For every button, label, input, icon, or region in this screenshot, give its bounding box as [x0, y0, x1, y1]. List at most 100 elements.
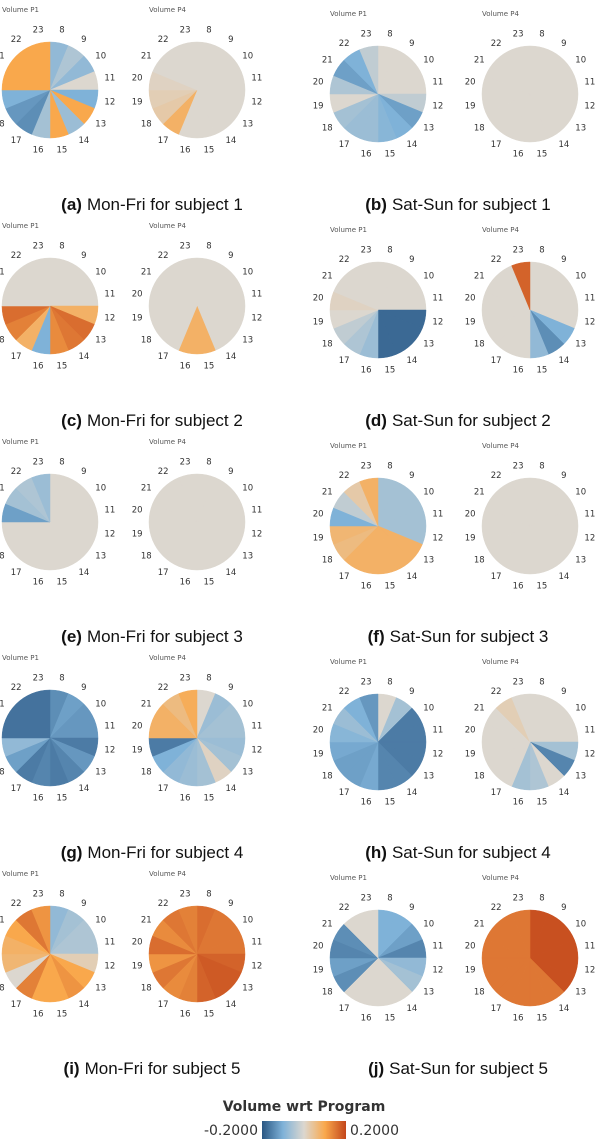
hour-label: 16	[180, 577, 191, 587]
caption-text: Mon-Fri for subject 4	[87, 843, 243, 862]
hour-label: 18	[0, 551, 5, 561]
hour-label: 17	[339, 356, 350, 366]
hour-label: 19	[465, 749, 476, 759]
hour-label: 20	[313, 78, 324, 88]
hour-label: 12	[584, 749, 595, 759]
hour-label: 21	[322, 704, 333, 714]
hour-label: 20	[465, 510, 476, 520]
hour-label: 13	[423, 339, 434, 349]
hour-label: 23	[513, 246, 524, 256]
hour-label: 21	[0, 268, 5, 278]
hour-label: 22	[158, 683, 169, 693]
hour-label: 14	[558, 572, 569, 582]
hour-label: 13	[575, 339, 586, 349]
hour-label: 21	[322, 488, 333, 498]
hour-label: 14	[406, 140, 417, 150]
hour-label: 12	[104, 745, 115, 755]
hour-label: 23	[180, 674, 191, 684]
hour-label: 12	[584, 533, 595, 543]
hour-label: 8	[539, 246, 544, 256]
hour-label: 12	[104, 97, 115, 107]
hour-label: 15	[384, 581, 395, 591]
hour-label: 19	[132, 313, 143, 323]
hour-label: 16	[361, 365, 372, 375]
hour-label: 8	[59, 242, 64, 252]
hour-label: 19	[465, 965, 476, 975]
hour-label: 12	[251, 745, 262, 755]
hour-label: 20	[465, 294, 476, 304]
hour-label: 22	[339, 471, 350, 481]
hour-label: 15	[203, 793, 214, 803]
hour-label: 15	[384, 1013, 395, 1023]
hour-label: 23	[33, 458, 44, 468]
hour-label: 12	[251, 961, 262, 971]
hour-label: 17	[491, 572, 502, 582]
hour-label: 16	[180, 793, 191, 803]
hour-label: 16	[361, 149, 372, 159]
hour-label: 19	[132, 529, 143, 539]
hour-label: 10	[575, 488, 586, 498]
sector	[31, 257, 51, 307]
sector	[511, 45, 531, 95]
hour-label: 21	[0, 52, 5, 62]
hour-label: 17	[339, 788, 350, 798]
hour-label: 9	[561, 687, 566, 697]
hour-label: 12	[432, 749, 443, 759]
hour-label: 9	[561, 903, 566, 913]
hour-label: 18	[474, 987, 485, 997]
hour-label: 12	[104, 961, 115, 971]
hour-label: 18	[0, 983, 5, 993]
hour-label: 10	[242, 484, 253, 494]
sector	[178, 473, 198, 523]
hour-label: 15	[384, 149, 395, 159]
hour-label: 13	[95, 767, 106, 777]
hour-label: 15	[203, 361, 214, 371]
hour-label: 13	[575, 555, 586, 565]
hour-label: 12	[432, 533, 443, 543]
hour-label: 14	[78, 352, 89, 362]
hour-label: 11	[104, 938, 115, 948]
hour-label: 17	[11, 784, 22, 794]
hour-label: 8	[387, 894, 392, 904]
hour-label: 16	[33, 577, 44, 587]
caption-label: (e)	[61, 627, 82, 646]
hour-label: 22	[158, 251, 169, 261]
hour-label: 8	[206, 890, 211, 900]
hour-label: 14	[225, 1000, 236, 1010]
hour-label: 15	[384, 797, 395, 807]
hour-label: 20	[132, 506, 143, 516]
hour-label: 8	[206, 242, 211, 252]
chart-title: Volume P4	[149, 222, 186, 230]
hour-label: 20	[465, 726, 476, 736]
hour-label: 17	[491, 356, 502, 366]
sector	[511, 261, 531, 311]
hour-label: 10	[423, 488, 434, 498]
hour-label: 19	[465, 317, 476, 327]
hour-label: 10	[242, 268, 253, 278]
sector	[178, 41, 198, 91]
hour-label: 10	[575, 56, 586, 66]
hour-label: 23	[180, 458, 191, 468]
hour-label: 13	[575, 987, 586, 997]
hour-label: 16	[33, 145, 44, 155]
hour-label: 18	[474, 771, 485, 781]
hour-label: 21	[474, 920, 485, 930]
hour-label: 10	[95, 916, 106, 926]
caption-label: (j)	[368, 1059, 384, 1078]
hour-label: 11	[104, 722, 115, 732]
sector	[359, 693, 379, 743]
hour-label: 8	[206, 458, 211, 468]
hour-label: 10	[423, 920, 434, 930]
hour-label: 10	[242, 700, 253, 710]
hour-label: 22	[11, 251, 22, 261]
hour-label: 9	[561, 255, 566, 265]
hour-label: 13	[95, 983, 106, 993]
hour-label: 12	[432, 317, 443, 327]
hour-label: 11	[584, 510, 595, 520]
hour-label: 22	[491, 39, 502, 49]
hour-label: 22	[339, 687, 350, 697]
hour-label: 18	[0, 119, 5, 129]
hour-label: 22	[339, 39, 350, 49]
hour-label: 21	[474, 488, 485, 498]
